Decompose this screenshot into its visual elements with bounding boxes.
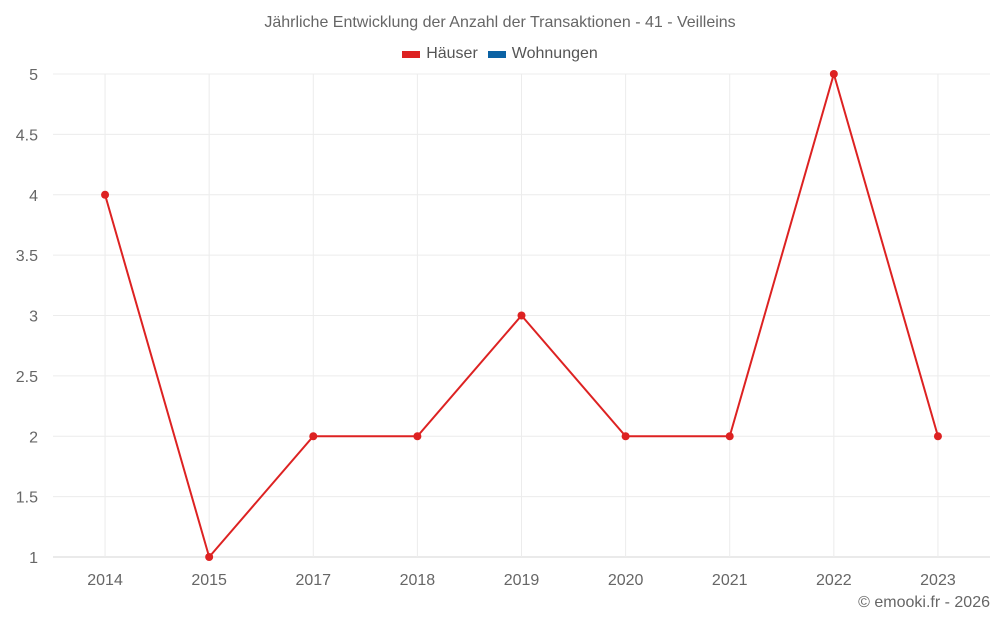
y-tick-label: 2.5 — [16, 369, 38, 386]
x-tick-label: 2014 — [87, 572, 123, 589]
x-tick-label: 2023 — [920, 572, 956, 589]
x-tick-label: 2018 — [400, 572, 436, 589]
x-tick-label: 2021 — [712, 572, 748, 589]
data-point[interactable] — [101, 190, 110, 199]
data-point[interactable] — [309, 432, 318, 441]
y-tick-label: 4.5 — [16, 127, 38, 144]
legend-label-haeuser: Häuser — [426, 45, 478, 62]
x-tick-label: 2017 — [295, 572, 331, 589]
y-tick-label: 4 — [29, 188, 38, 205]
data-point[interactable] — [517, 311, 526, 320]
legend-item-haeuser[interactable]: Häuser — [402, 45, 478, 63]
chart-legend: Häuser Wohnungen — [0, 45, 1000, 63]
y-tick-label: 3.5 — [16, 248, 38, 265]
data-point[interactable] — [933, 432, 942, 441]
y-tick-label: 2 — [29, 429, 38, 446]
y-tick-label: 3 — [29, 309, 38, 326]
x-tick-label: 2020 — [608, 572, 644, 589]
data-point[interactable] — [725, 432, 734, 441]
data-point[interactable] — [413, 432, 422, 441]
x-tick-label: 2022 — [816, 572, 852, 589]
series-haeuser — [101, 70, 942, 561]
credit-text: © emooki.fr - 2026 — [858, 594, 990, 611]
legend-item-wohnungen[interactable]: Wohnungen — [487, 45, 598, 63]
data-point[interactable] — [829, 70, 838, 78]
x-axis: 2014 2015 2017 2018 2019 2020 2021 2022 2023 — [87, 572, 956, 589]
data-point[interactable] — [205, 553, 214, 561]
x-tick-label: 2015 — [191, 572, 227, 589]
y-tick-label: 1 — [29, 550, 38, 567]
legend-swatch-wohnungen — [487, 50, 506, 58]
x-tick-label: 2019 — [504, 572, 540, 589]
chart-title: Jährliche Entwicklung der Anzahl der Tra… — [264, 14, 736, 31]
y-tick-label: 1.5 — [16, 490, 38, 507]
data-point[interactable] — [621, 432, 630, 441]
legend-swatch-haeuser — [402, 50, 421, 58]
y-tick-label: 5 — [29, 67, 38, 84]
y-axis: 1 1.5 2 2.5 3 3.5 4 4.5 5 — [16, 67, 38, 567]
legend-label-wohnungen: Wohnungen — [511, 45, 598, 62]
